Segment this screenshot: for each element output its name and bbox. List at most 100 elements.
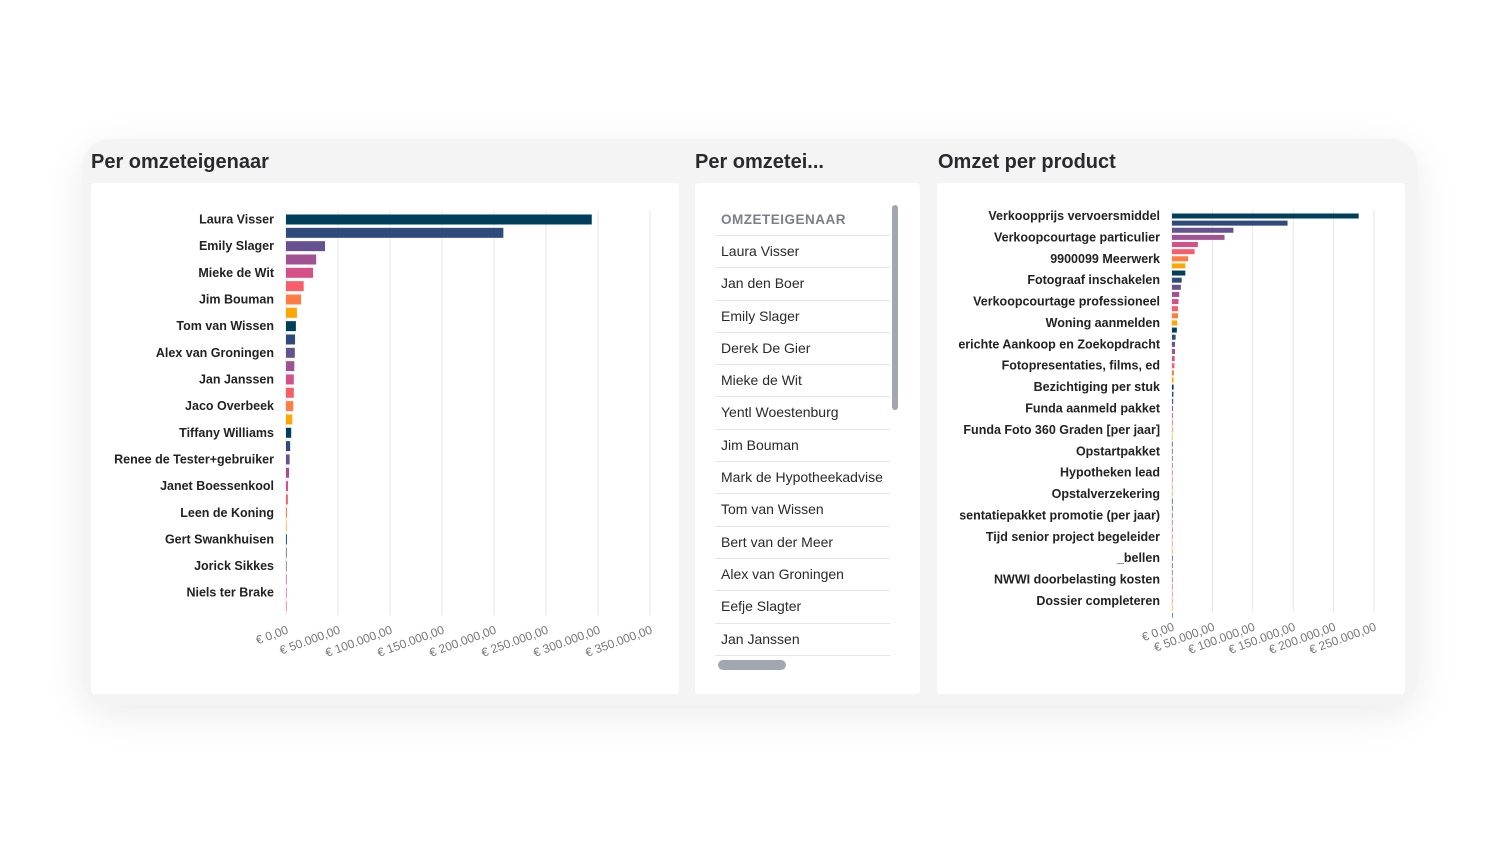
bar xyxy=(286,547,287,558)
bar xyxy=(1172,398,1174,404)
vertical-scrollbar[interactable] xyxy=(892,205,898,410)
bar xyxy=(1172,534,1173,540)
bar xyxy=(1172,455,1173,461)
bar xyxy=(1172,284,1181,290)
bar xyxy=(286,401,294,412)
bar xyxy=(286,561,287,572)
bar xyxy=(286,241,325,252)
category-label: Tiffany Williams xyxy=(179,426,274,440)
bar xyxy=(1172,341,1175,347)
bar xyxy=(1172,505,1173,511)
bar xyxy=(1172,598,1173,604)
bar xyxy=(1172,584,1173,590)
table-row[interactable]: Yentl Woestenburg xyxy=(715,397,890,430)
category-label: Hypotheken lead xyxy=(1060,466,1160,480)
bar xyxy=(1172,541,1173,547)
bar xyxy=(1172,391,1174,397)
table-row[interactable]: Bert van der Meer xyxy=(715,527,890,559)
bar xyxy=(1172,441,1173,447)
right-panel-title: Omzet per product xyxy=(938,151,1116,173)
table-row[interactable]: Mark de Hypotheekadvise xyxy=(715,462,890,495)
category-label: sentatiepakket promotie (per jaar) xyxy=(959,508,1160,522)
table-row[interactable]: Jim Bouman xyxy=(715,430,890,463)
bar xyxy=(1172,406,1173,412)
table-row[interactable]: Emily Slager xyxy=(715,301,890,333)
bar xyxy=(1172,348,1175,354)
category-label: Dossier completeren xyxy=(1036,594,1160,608)
bar xyxy=(1172,377,1174,383)
bar xyxy=(1172,291,1180,297)
category-label: erichte Aankoop en Zoekopdracht xyxy=(958,337,1160,351)
bar xyxy=(1172,413,1173,419)
bar xyxy=(1172,427,1173,433)
product-chart-panel xyxy=(937,183,1405,694)
category-label: Verkoopcourtage particulier xyxy=(994,230,1160,244)
bar xyxy=(286,587,287,598)
owner-table[interactable]: OMZETEIGENAAR Laura Visser Jan den Boer Em… xyxy=(715,204,890,656)
table-row[interactable]: Jan Janssen xyxy=(715,624,890,656)
table-row[interactable]: Derek De Gier xyxy=(715,333,890,366)
bar xyxy=(1172,562,1173,568)
middle-panel-title: Per omzetei... xyxy=(695,151,824,173)
bar xyxy=(1172,256,1189,262)
bar xyxy=(286,467,290,478)
bar xyxy=(286,481,289,492)
bar xyxy=(1172,234,1225,240)
category-label: Jaco Overbeek xyxy=(185,399,274,413)
bar xyxy=(286,254,317,265)
bar xyxy=(1172,520,1173,526)
bar xyxy=(1172,242,1198,248)
category-label: Woning aanmelden xyxy=(1046,316,1160,330)
bar xyxy=(286,414,293,425)
category-label: _bellen xyxy=(1116,551,1160,565)
category-label: Tijd senior project begeleider xyxy=(986,530,1160,544)
bar xyxy=(286,361,295,372)
table-row[interactable]: Laura Visser xyxy=(715,236,890,269)
table-header[interactable]: OMZETEIGENAAR xyxy=(715,204,890,236)
category-label: Opstartpakket xyxy=(1076,444,1161,458)
bar xyxy=(1172,370,1175,376)
bar xyxy=(1172,477,1173,483)
horizontal-scrollbar[interactable] xyxy=(718,660,786,670)
category-label: Tom van Wissen xyxy=(176,319,274,333)
bar xyxy=(1172,548,1173,554)
bar xyxy=(286,307,297,318)
bar xyxy=(1172,605,1173,611)
bar xyxy=(1172,384,1174,390)
category-label: Verkoopprijs vervoersmiddel xyxy=(988,209,1160,223)
bar xyxy=(1172,448,1173,454)
bar xyxy=(1172,277,1182,283)
table-row[interactable]: Tom van Wissen xyxy=(715,494,890,527)
bar xyxy=(1172,213,1359,219)
bar xyxy=(1172,420,1173,426)
bar xyxy=(286,441,291,452)
bar xyxy=(286,321,296,332)
bar xyxy=(286,374,294,385)
table-row[interactable]: Jan den Boer xyxy=(715,268,890,301)
table-row[interactable]: Alex van Groningen xyxy=(715,559,890,592)
bar xyxy=(286,334,296,345)
bar xyxy=(1172,612,1173,618)
bar xyxy=(286,214,592,225)
category-label: Funda aanmeld pakket xyxy=(1025,402,1161,416)
bar xyxy=(1172,363,1175,369)
category-label: Jan Janssen xyxy=(199,372,274,386)
category-label: Opstalverzekering xyxy=(1052,487,1160,501)
bar xyxy=(1172,484,1173,490)
bar xyxy=(1172,527,1173,533)
table-row[interactable]: Mieke de Wit xyxy=(715,365,890,398)
bar xyxy=(1172,512,1173,518)
bar xyxy=(286,574,287,585)
bar xyxy=(1172,306,1179,312)
category-label: Jim Bouman xyxy=(199,292,274,306)
left-panel-title: Per omzeteigenaar xyxy=(91,151,269,173)
bar xyxy=(286,427,292,438)
table-row[interactable]: Eefje Slagter xyxy=(715,591,890,624)
category-label: Niels ter Brake xyxy=(186,586,274,600)
category-label: Fotopresentaties, films, ed xyxy=(1002,359,1160,373)
bar xyxy=(1172,327,1177,333)
bar xyxy=(286,227,504,238)
category-label: Emily Slager xyxy=(199,239,274,253)
